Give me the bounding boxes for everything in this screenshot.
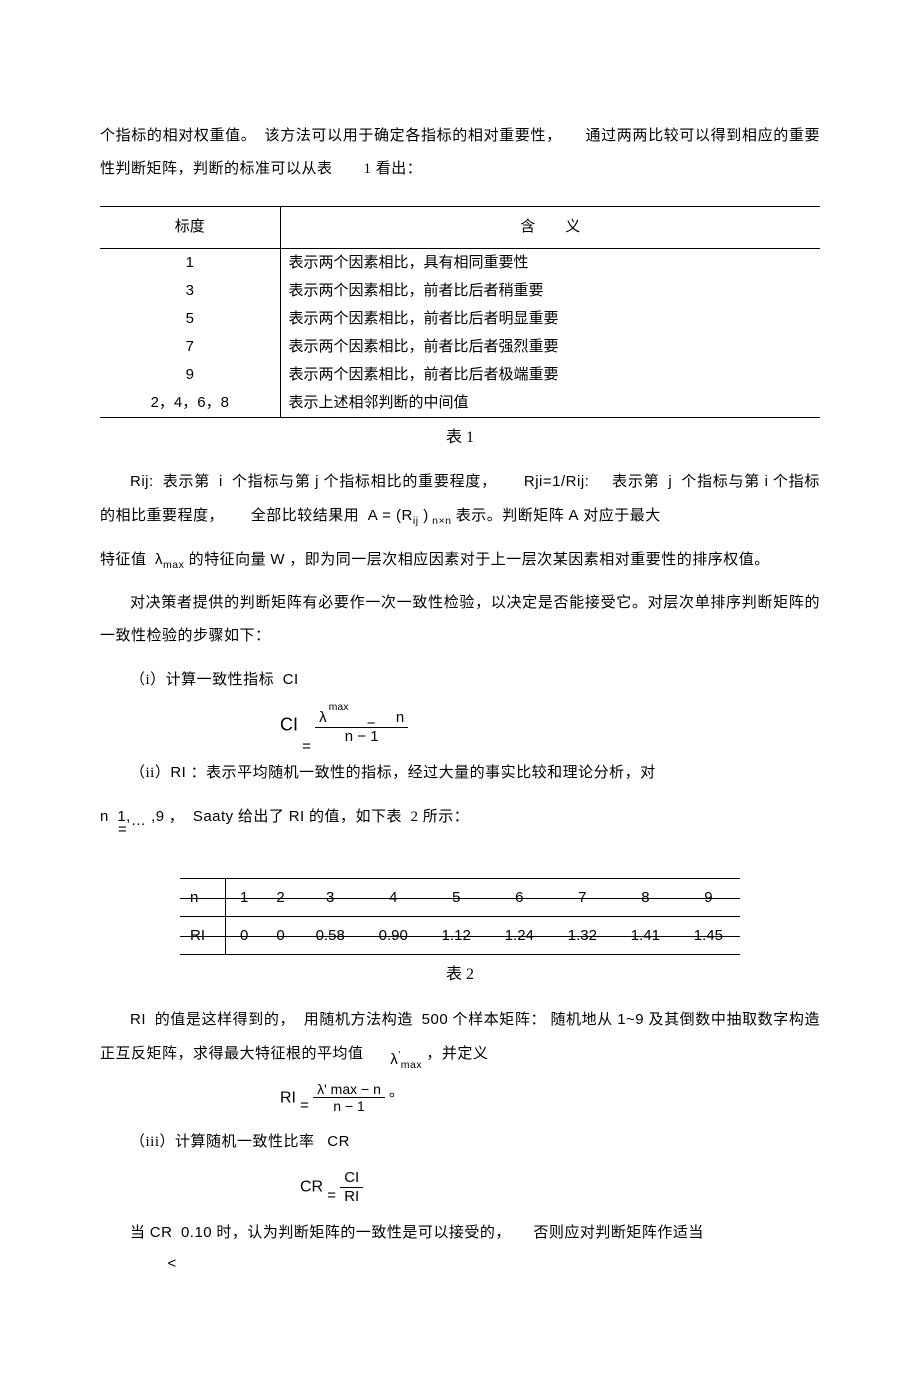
rij-paragraph: Rij: 表示第 i 个指标与第 j 个指标相比的重要程度， Rji=1/Rij… [100,465,820,533]
ri-n-3: 3 [299,879,362,917]
ri-v-8: 1.41 [614,917,677,955]
cr-lhs: CR [300,1179,323,1196]
ri-lhs: RI [280,1089,296,1106]
n-eq: = [118,821,127,838]
ci-lambda: λ [319,709,327,726]
ci-minus: − [367,715,376,732]
ri-v-9: 1.45 [677,917,740,955]
ri-head-n: n [180,879,225,917]
scale-cell-scale: 9 [100,361,280,389]
intro-paragraph: 个指标的相对权重值。 该方法可以用于确定各指标的相对重要性， 通过两两比较可以得… [100,120,820,186]
ri-v-5: 1.12 [425,917,488,955]
scale-cell-scale: 7 [100,333,280,361]
step-iii: （iii）计算随机一致性比率 CR [100,1125,820,1159]
check-paragraph: 对决策者提供的判断矩阵有必要作一次一致性检验，以决定是否能接受它。对层次单排序判… [100,587,820,653]
ri-v-1: 0 [225,917,262,955]
ci-n: n [396,709,404,726]
scale-cell-meaning: 表示两个因素相比，具有相同重要性 [280,249,820,278]
ri-tail: 。 [389,1083,404,1100]
ci-max: max [329,701,349,713]
scale-header-left: 标度 [100,207,280,249]
ci-eq: = [302,738,311,755]
ri-v-4: 0.90 [362,917,425,955]
lambda-paragraph: 特征值 λmax 的特征向量 W ，即为同一层次相应因素对于上一层次某因素相对重… [100,543,820,577]
ri-table: n 1 2 3 4 5 6 7 8 9 RI 0 0 0.58 0.90 1.1… [180,878,740,955]
scale-cell-scale: 5 [100,305,280,333]
ci-den: n − 1 [315,728,408,746]
scale-cell-meaning: 表示上述相邻判断的中间值 [280,389,820,418]
step-i: （i）计算一致性指标 CI [100,663,820,697]
ri-n-1: 1 [225,879,262,917]
ri-head-ri: RI [180,917,225,955]
scale-table: 标度 含 义 1表示两个因素相比，具有相同重要性3表示两个因素相比，前者比后者稍… [100,206,820,418]
ci-lhs: CI [280,715,298,735]
cr-num: CI [340,1169,363,1188]
ri-n-5: 5 [425,879,488,917]
scale-cell-scale: 1 [100,249,280,278]
table1-caption: 表 1 [100,420,820,455]
ri-num: λ' max − n [317,1081,381,1097]
ri-v-6: 1.24 [488,917,551,955]
equation-ri: RI = λ' max − n n − 1 。 [280,1081,820,1116]
equation-ci: CI = λmax − n n − 1 [280,707,820,746]
equation-cr: CR = CI RI [300,1169,820,1206]
cr-den: RI [340,1188,363,1206]
lt-sign: < [168,1255,177,1272]
cr-eq: = [327,1187,336,1204]
scale-cell-meaning: 表示两个因素相比，前者比后者强烈重要 [280,333,820,361]
ri-n-2: 2 [262,879,298,917]
step-ii: （ii）RI ：表示平均随机一致性的指标，经过大量的事实比较和理论分析，对 [100,756,820,790]
scale-cell-scale: 3 [100,277,280,305]
ri-den: n − 1 [313,1098,385,1115]
table2-caption: 表 2 [100,957,820,992]
scale-cell-meaning: 表示两个因素相比，前者比后者明显重要 [280,305,820,333]
page: 个指标的相对权重值。 该方法可以用于确定各指标的相对重要性， 通过两两比较可以得… [0,0,920,1374]
step-ii-line2: n 1,… ,9 ， Saaty 给出了 RI 的值，如下表 2 所示： = [100,800,820,868]
ri-explain: RI 的值是这样得到的， 用随机方法构造 500 个样本矩阵： 随机地从 1~9… [100,1003,820,1071]
ri-n-7: 7 [551,879,614,917]
scale-cell-scale: 2，4，6，8 [100,389,280,418]
ri-n-9: 9 [677,879,740,917]
scale-cell-meaning: 表示两个因素相比，前者比后者极端重要 [280,361,820,389]
scale-cell-meaning: 表示两个因素相比，前者比后者稍重要 [280,277,820,305]
scale-header-right: 含 义 [280,207,820,249]
ri-v-2: 0 [262,917,298,955]
ri-n-4: 4 [362,879,425,917]
final-paragraph: 当 CR 0.10 时，认为判断矩阵的一致性是可以接受的，否则应对判断矩阵作适当… [100,1216,820,1284]
ri-n-6: 6 [488,879,551,917]
ri-n-8: 8 [614,879,677,917]
ri-eq: = [300,1097,309,1114]
ri-v-7: 1.32 [551,917,614,955]
ri-v-3: 0.58 [299,917,362,955]
